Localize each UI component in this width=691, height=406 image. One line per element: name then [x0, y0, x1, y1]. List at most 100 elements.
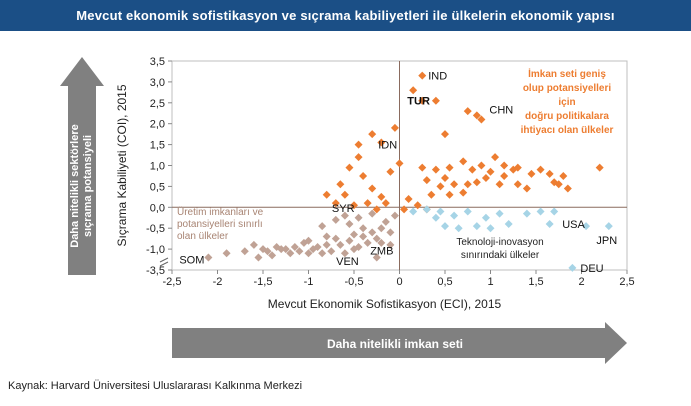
quadrant-label-bottom-left: olan ülkeler: [177, 231, 229, 242]
quadrant-label-top-right: doğru politikalara: [525, 111, 609, 122]
taupe-data-point: [304, 249, 313, 258]
taupe-data-point: [350, 230, 358, 239]
orange-data-point: [554, 180, 563, 189]
taupe-data-point: [259, 245, 267, 254]
source-note: Kaynak: Harvard Üniversitesi Uluslararas…: [8, 380, 303, 392]
orange-data-point: [445, 163, 454, 172]
y-axis-break-label: -3,5: [146, 265, 165, 277]
orange-data-point: [441, 174, 449, 183]
taupe-data-point: [240, 247, 249, 256]
point-label-idn: IDN: [378, 140, 397, 152]
orange-data-point: [441, 130, 449, 139]
lightblue-data-point: [422, 205, 431, 214]
x-tick-label: -1,5: [254, 276, 273, 288]
taupe-data-point: [350, 245, 358, 254]
taupe-data-point: [386, 240, 395, 249]
orange-data-point: [354, 140, 363, 149]
taupe-data-point: [322, 240, 331, 249]
lightblue-data-point: [436, 207, 445, 216]
point-label-jpn: JPN: [596, 235, 617, 247]
orange-data-point: [463, 180, 472, 189]
orange-data-point: [500, 161, 509, 170]
x-tick-label: -1: [304, 276, 314, 288]
taupe-data-point: [372, 234, 381, 243]
orange-data-point: [472, 178, 481, 187]
orange-data-point: [418, 71, 427, 80]
quadrant-label-bottom-left: Üretim imkanları ve: [177, 206, 264, 218]
taupe-data-point: [277, 245, 286, 254]
point-label-ind: IND: [428, 71, 447, 83]
y-tick-label: -0,5: [146, 223, 165, 235]
x-tick-label: 0,5: [437, 276, 452, 288]
orange-data-point: [463, 107, 472, 116]
orange-data-point: [368, 184, 377, 193]
taupe-data-point: [318, 249, 327, 258]
x-tick-label: -2: [213, 276, 223, 288]
vertical-arrow-label-line2: sıçrama potansiyeli: [82, 135, 94, 237]
orange-data-point: [404, 194, 413, 203]
orange-data-point: [422, 176, 431, 185]
orange-data-point: [418, 96, 427, 105]
taupe-data-point: [377, 224, 386, 233]
lightblue-data-point: [463, 207, 472, 216]
y-tick-label: 0,0: [150, 202, 165, 214]
orange-data-point: [359, 171, 368, 180]
quadrant-label-top-right: olup potansiyelleri: [523, 83, 612, 94]
lightblue-data-point: [495, 209, 504, 218]
taupe-data-point: [254, 253, 263, 262]
lightblue-data-point: [481, 213, 490, 222]
x-tick-label: 1,5: [528, 276, 543, 288]
taupe-data-point: [372, 253, 381, 262]
y-tick-label: 0,5: [150, 181, 165, 193]
orange-data-point: [500, 171, 509, 180]
taupe-data-point: [322, 232, 331, 241]
lightblue-data-point: [504, 220, 513, 229]
taupe-data-point: [340, 249, 349, 258]
y-tick-label: 2,5: [150, 98, 165, 110]
axis-break-mark: [159, 257, 169, 267]
taupe-data-point: [345, 220, 354, 229]
taupe-data-point: [381, 217, 390, 226]
y-tick-label: -1,0: [146, 244, 165, 256]
orange-data-point: [459, 188, 468, 197]
vertical-arrow-label-line1: Daha nitelikli sektörlere: [69, 124, 81, 248]
lightblue-data-point: [568, 263, 577, 272]
orange-data-point: [527, 169, 536, 178]
orange-data-point: [427, 190, 436, 199]
taupe-data-point: [331, 234, 340, 243]
orange-data-point: [513, 180, 522, 189]
point-label-syr: SYR: [332, 203, 355, 215]
orange-data-point: [368, 130, 377, 139]
y-tick-label: 1,0: [150, 161, 165, 173]
lightblue-data-point: [536, 207, 545, 216]
orange-data-point: [386, 167, 395, 176]
lightblue-data-point: [582, 222, 591, 231]
orange-data-point: [345, 163, 354, 172]
orange-data-point: [377, 138, 386, 147]
taupe-data-point: [359, 232, 368, 241]
x-tick-label: -0,5: [345, 276, 364, 288]
orange-data-point: [400, 205, 409, 214]
orange-data-point: [418, 163, 427, 172]
orange-data-point: [468, 165, 477, 174]
orange-data-point: [595, 163, 604, 172]
lightblue-data-point: [522, 209, 531, 218]
lightblue-data-point: [604, 222, 613, 231]
orange-data-point: [477, 115, 486, 124]
orange-data-point: [395, 159, 404, 168]
orange-data-point: [350, 201, 358, 210]
orange-data-point: [481, 174, 490, 183]
orange-data-point: [545, 169, 554, 178]
quadrant-label-bottom-right: sınırındaki ülkeler: [461, 250, 540, 261]
taupe-data-point: [290, 243, 299, 252]
point-label-chn: CHN: [489, 105, 513, 117]
lightblue-data-point: [441, 222, 449, 231]
taupe-data-point: [318, 222, 327, 231]
point-label-deu: DEU: [580, 263, 603, 275]
orange-data-point: [472, 111, 481, 120]
taupe-data-point: [313, 243, 322, 252]
taupe-data-point: [363, 238, 372, 247]
taupe-data-point: [281, 245, 290, 254]
orange-data-point: [431, 96, 440, 105]
orange-data-point: [563, 184, 572, 193]
